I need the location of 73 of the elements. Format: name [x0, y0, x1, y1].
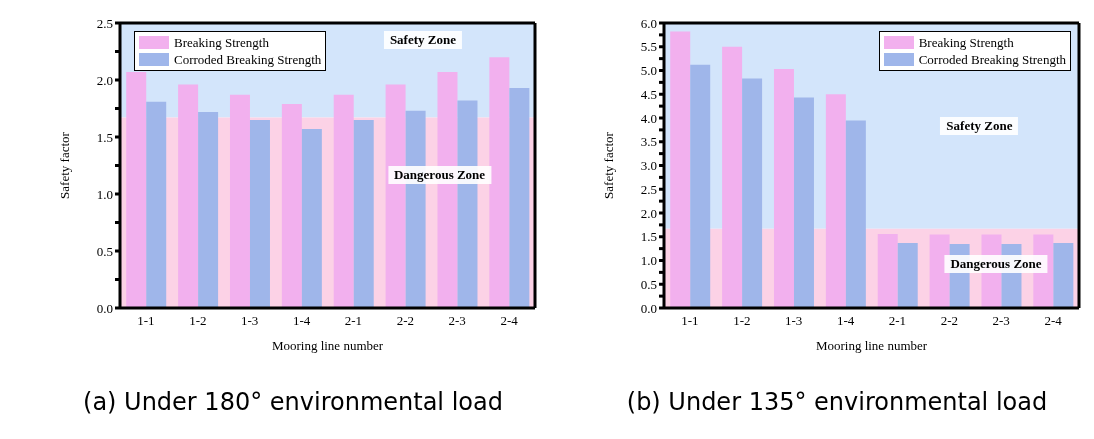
bar	[742, 78, 763, 308]
y-tick-label: 0.5	[640, 276, 657, 292]
x-tick-label: 2-3	[992, 313, 1010, 329]
text: (b) Under 135° environmental load	[625, 388, 1049, 416]
bar	[897, 242, 918, 308]
x-tick-label: 1-1	[681, 313, 699, 329]
x-tick-label: 2-2	[940, 313, 958, 329]
y-tick-label: 0.5	[96, 243, 113, 259]
y-tick-label: 4.0	[640, 110, 657, 126]
y-tick-label: 1.0	[96, 186, 113, 202]
bar	[249, 119, 270, 308]
bar	[489, 57, 510, 308]
bar	[690, 64, 711, 308]
y-axis-title: Safety factor	[600, 131, 616, 199]
legend-label: Corroded Breaking Strength	[918, 51, 1066, 68]
bar	[722, 46, 743, 308]
bar	[353, 119, 374, 308]
bar	[845, 120, 866, 308]
x-tick-label: 2-4	[1044, 313, 1063, 329]
bar	[509, 87, 530, 308]
x-tick-label: 1-2	[189, 313, 207, 329]
bar	[178, 84, 199, 308]
x-tick-label: 1-2	[733, 313, 751, 329]
x-tick-label: 1-4	[836, 313, 855, 329]
y-tick-label: 6.0	[640, 15, 657, 31]
x-tick-label: 2-2	[396, 313, 414, 329]
legend-label: Breaking Strength	[918, 34, 1014, 51]
x-tick-label: 1-3	[241, 313, 259, 329]
y-tick-label: 1.5	[640, 229, 657, 245]
y-tick-label: 4.5	[640, 86, 657, 102]
bar	[146, 101, 167, 308]
y-tick-label: 1.0	[640, 253, 657, 269]
x-tick-label: 2-1	[344, 313, 363, 329]
x-axis-title: Mooring line number	[271, 338, 384, 353]
band-label: Safety Zone	[940, 116, 1019, 135]
x-tick-label: 1-1	[137, 313, 155, 329]
y-tick-label: 2.5	[96, 15, 113, 31]
y-axis-title: Safety factor	[56, 131, 72, 199]
bar	[333, 94, 354, 308]
x-tick-label: 2-3	[448, 313, 466, 329]
x-tick-label: 1-3	[785, 313, 803, 329]
legend-label: Breaking Strength	[174, 34, 269, 51]
band-label: Dangerous Zone	[387, 165, 492, 184]
band-label: Safety Zone	[383, 31, 462, 50]
text: (a) Under 180° environmental load	[82, 388, 504, 416]
bar	[825, 94, 846, 308]
bar	[793, 97, 814, 308]
y-tick-label: 3.5	[640, 134, 657, 150]
y-tick-label: 0.0	[640, 300, 657, 316]
x-axis-title: Mooring line number	[815, 338, 928, 353]
y-tick-label: 0.0	[96, 300, 113, 316]
bar	[126, 72, 147, 308]
band-label: Dangerous Zone	[944, 255, 1048, 274]
bar	[301, 129, 322, 308]
y-tick-label: 3.0	[640, 158, 657, 174]
y-tick-label: 2.0	[640, 205, 657, 221]
legend-label: Corroded Breaking Strength	[174, 51, 322, 68]
y-tick-label: 5.0	[640, 63, 657, 79]
x-tick-label: 2-4	[500, 313, 519, 329]
y-tick-label: 2.5	[640, 181, 657, 197]
bar	[877, 233, 898, 308]
bar	[929, 234, 950, 308]
bar	[281, 103, 302, 308]
y-tick-label: 1.5	[96, 129, 113, 145]
bar	[198, 111, 219, 308]
bar	[773, 69, 794, 308]
bar	[1053, 242, 1074, 308]
bar	[229, 94, 250, 308]
y-tick-label: 2.0	[96, 72, 113, 88]
y-tick-label: 5.5	[640, 39, 657, 55]
x-tick-label: 2-1	[888, 313, 907, 329]
bar	[670, 31, 691, 308]
x-tick-label: 1-4	[292, 313, 311, 329]
